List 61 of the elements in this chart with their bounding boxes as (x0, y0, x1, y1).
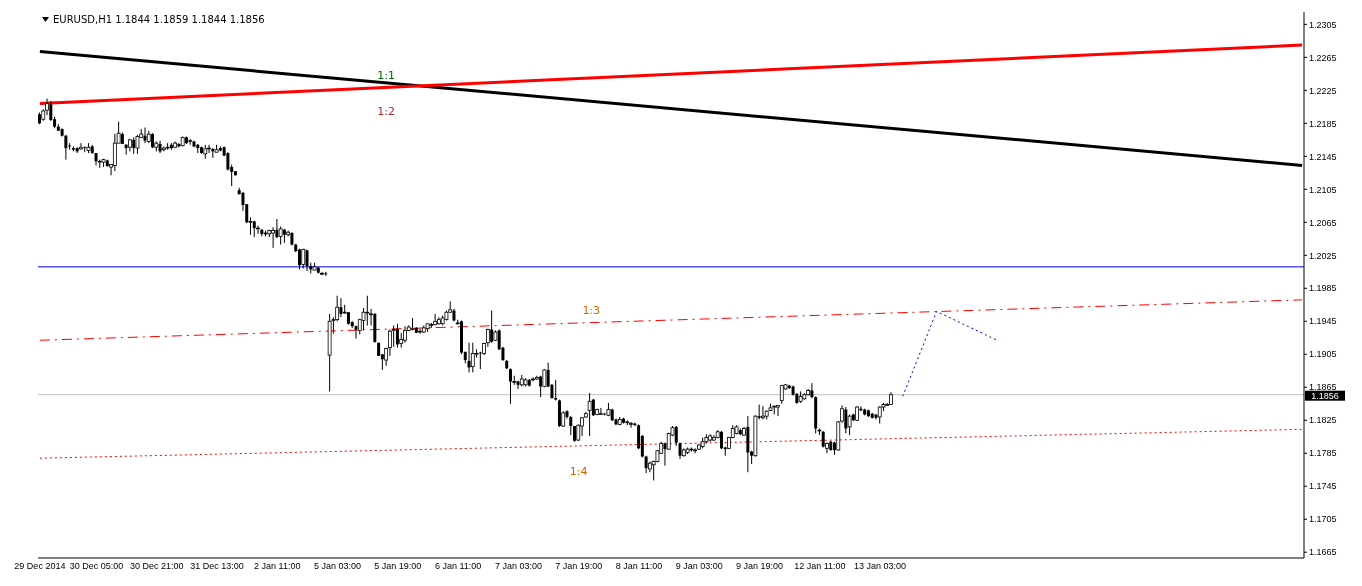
y-tick-label: 1.1785 (1309, 448, 1337, 459)
x-tick-label: 31 Dec 13:00 (190, 561, 244, 572)
candlestick (365, 295, 370, 326)
y-tick-label: 1.2145 (1309, 151, 1337, 162)
x-tick-label: 12 Jan 11:00 (794, 561, 846, 572)
y-tick-label: 1.1745 (1309, 481, 1337, 492)
candlestick (516, 380, 520, 390)
candlestick (297, 248, 301, 270)
chart-title: EURUSD,H1 1.1844 1.1859 1.1844 1.1856 (53, 14, 265, 25)
annotation: 1:4 (569, 465, 588, 479)
candlestick (271, 226, 276, 249)
x-tick-label: 6 Jan 11:00 (434, 561, 482, 572)
candlestick (418, 328, 422, 335)
candlestick (599, 407, 603, 415)
x-tick-label: 5 Jan 19:00 (374, 561, 422, 572)
candlestick (467, 342, 471, 373)
x-tick-label: 29 Dec 2014 (14, 561, 66, 572)
candlestick (776, 404, 780, 417)
ref-line-label: 1.1856 (1311, 390, 1339, 401)
x-tick-label: 8 Jan 11:00 (615, 561, 663, 572)
candlestick (143, 126, 147, 144)
y-tick-label: 1.1985 (1309, 283, 1337, 294)
x-tick-label: 9 Jan 19:00 (736, 561, 784, 572)
annotation: 1:3 (582, 304, 601, 318)
annotation: 1:2 (377, 104, 395, 118)
candlestick (324, 271, 328, 277)
candlestick (395, 323, 399, 349)
x-tick-label: 30 Dec 05:00 (69, 561, 124, 572)
y-tick-label: 1.1865 (1309, 382, 1337, 393)
annotation: 1:1 (377, 69, 395, 83)
candlestick (339, 297, 343, 318)
x-tick-label: 9 Jan 03:00 (675, 561, 723, 572)
y-tick-label: 1.1825 (1309, 415, 1337, 426)
y-tick-label: 1.2025 (1309, 250, 1337, 261)
candlestick (844, 406, 848, 434)
candlestick (470, 342, 475, 373)
candlestick (693, 447, 698, 454)
y-tick-label: 1.2065 (1309, 217, 1337, 228)
x-tick-label: 2 Jan 11:00 (254, 561, 301, 572)
candlestick (629, 421, 633, 429)
y-tick-label: 1.1665 (1309, 547, 1337, 558)
y-tick-label: 1.2105 (1309, 184, 1337, 195)
candlestick (531, 376, 535, 382)
y-tick-label: 1.1905 (1309, 349, 1337, 360)
x-tick-label: 30 Dec 21:00 (129, 561, 184, 572)
candlestick (761, 405, 765, 420)
y-tick-label: 1.1705 (1309, 514, 1337, 525)
candlestick (256, 225, 260, 235)
candlestick (112, 133, 117, 172)
candlestick (79, 142, 83, 151)
y-tick-label: 1.2265 (1309, 52, 1337, 63)
y-tick-label: 1.2225 (1309, 85, 1337, 96)
y-tick-label: 1.2305 (1309, 19, 1337, 30)
y-tick-label: 1.1945 (1309, 316, 1337, 327)
candlestick (388, 329, 392, 357)
candlestick (508, 367, 512, 405)
y-tick-label: 1.2185 (1309, 118, 1337, 129)
x-tick-label: 7 Jan 03:00 (494, 561, 542, 572)
x-tick-label: 13 Jan 03:00 (854, 561, 907, 572)
x-tick-label: 7 Jan 19:00 (555, 561, 603, 572)
x-tick-label: 5 Jan 03:00 (314, 561, 362, 572)
